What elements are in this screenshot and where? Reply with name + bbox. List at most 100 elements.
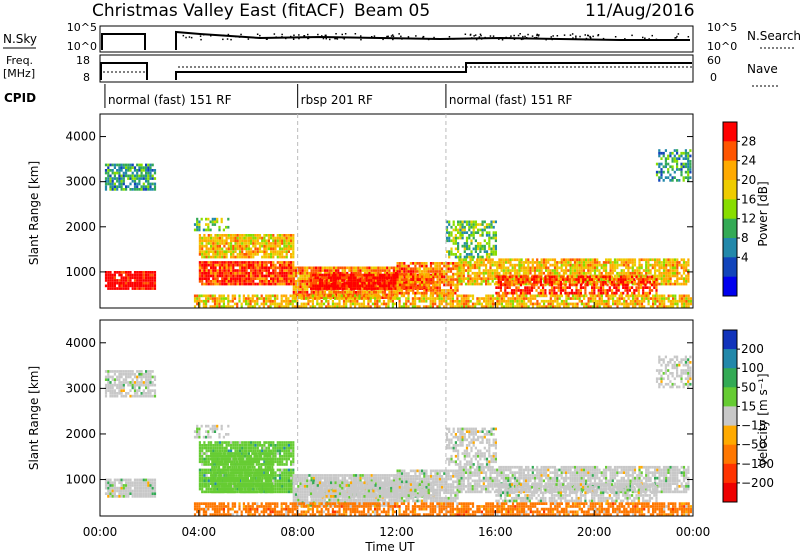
power-cell xyxy=(640,302,644,306)
power-cell xyxy=(551,269,554,272)
power-cell xyxy=(640,294,644,298)
power-cell xyxy=(131,179,134,183)
power-cell xyxy=(232,266,235,270)
power-cell xyxy=(632,302,635,306)
power-cell xyxy=(431,294,434,298)
power-cell xyxy=(445,294,448,298)
power-cell xyxy=(576,266,579,270)
nsky-dot xyxy=(484,36,486,39)
power-cell xyxy=(337,280,340,283)
power-cell xyxy=(214,263,217,267)
power-cell xyxy=(400,270,404,273)
power-cell xyxy=(400,305,403,308)
power-cell xyxy=(482,277,485,280)
power-cell xyxy=(662,170,665,174)
power-cell xyxy=(549,297,552,300)
power-cell xyxy=(133,287,137,290)
power-cell xyxy=(481,244,484,248)
power-cell xyxy=(196,223,199,226)
power-cell xyxy=(212,261,215,264)
power-cell xyxy=(676,274,679,278)
power-cell xyxy=(243,234,246,237)
velocity-cell xyxy=(109,495,112,498)
power-cell xyxy=(556,302,559,306)
power-cell xyxy=(281,269,284,272)
power-cell xyxy=(332,271,335,275)
power-cell xyxy=(339,280,342,283)
power-cell xyxy=(651,289,654,292)
power-cell xyxy=(225,261,228,264)
power-cell xyxy=(639,280,643,284)
power-cell xyxy=(107,284,110,288)
power-cell xyxy=(203,253,206,256)
power-cell xyxy=(214,271,217,275)
power-cell xyxy=(256,269,259,272)
power-cell xyxy=(480,282,483,286)
power-cell xyxy=(145,273,148,277)
power-cell xyxy=(600,266,603,270)
power-cell xyxy=(336,297,339,300)
power-cell xyxy=(448,239,451,243)
power-cell xyxy=(365,273,368,277)
velocity-cell xyxy=(153,495,157,498)
velocity-cell xyxy=(116,486,119,490)
power-cell xyxy=(258,247,262,251)
power-cell xyxy=(633,280,636,284)
power-cell xyxy=(488,236,491,240)
power-cell xyxy=(205,261,208,264)
power-cell xyxy=(230,269,233,272)
power-cell xyxy=(234,234,237,237)
power-cell xyxy=(227,282,230,286)
power-cell xyxy=(539,289,542,292)
power-cell xyxy=(289,299,292,303)
power-cell xyxy=(318,297,321,300)
power-cell xyxy=(147,179,150,183)
power-cell xyxy=(107,276,110,280)
power-cell xyxy=(270,250,273,253)
power-cell xyxy=(236,271,239,275)
power-cell xyxy=(258,234,262,237)
power-cell xyxy=(443,272,446,276)
power-cell xyxy=(330,287,333,290)
power-cell xyxy=(456,297,459,300)
power-cell xyxy=(671,266,674,270)
power-cell xyxy=(462,261,465,264)
power-cell xyxy=(328,290,331,294)
power-cell xyxy=(323,271,327,275)
power-cell xyxy=(524,289,527,292)
power-cell xyxy=(469,269,472,272)
power-cell xyxy=(567,258,570,262)
power-cell xyxy=(451,305,454,308)
power-cell xyxy=(489,258,492,262)
power-cell xyxy=(350,269,353,272)
power-cell xyxy=(470,242,473,245)
power-cell xyxy=(312,290,315,294)
nsky-dot xyxy=(584,39,587,41)
power-cell xyxy=(258,236,262,240)
power-cell xyxy=(351,302,354,306)
power-cell xyxy=(278,305,281,308)
power-cell xyxy=(256,242,259,245)
power-cell xyxy=(326,269,329,272)
power-cell xyxy=(450,239,453,243)
cpid-strip: CPID normal (fast) 151 RF rbsp 201 RF norm… xyxy=(4,84,573,108)
power-cell xyxy=(306,277,309,280)
power-cell xyxy=(429,291,433,295)
power-cell xyxy=(582,275,585,279)
power-cell xyxy=(127,279,130,282)
power-cell xyxy=(595,283,598,287)
power-cell xyxy=(232,261,235,264)
power-cell xyxy=(665,277,668,280)
power-cell xyxy=(290,242,293,245)
power-cell xyxy=(317,266,320,270)
power-cell xyxy=(669,305,672,308)
power-cell xyxy=(479,223,482,226)
power-cell xyxy=(210,266,213,270)
power-cell xyxy=(278,261,282,264)
power-cell xyxy=(502,263,505,267)
power-cell xyxy=(329,297,332,300)
power-cell xyxy=(502,266,505,270)
nsky-dot xyxy=(410,37,412,40)
power-cell xyxy=(216,220,219,224)
power-cell xyxy=(534,294,537,298)
